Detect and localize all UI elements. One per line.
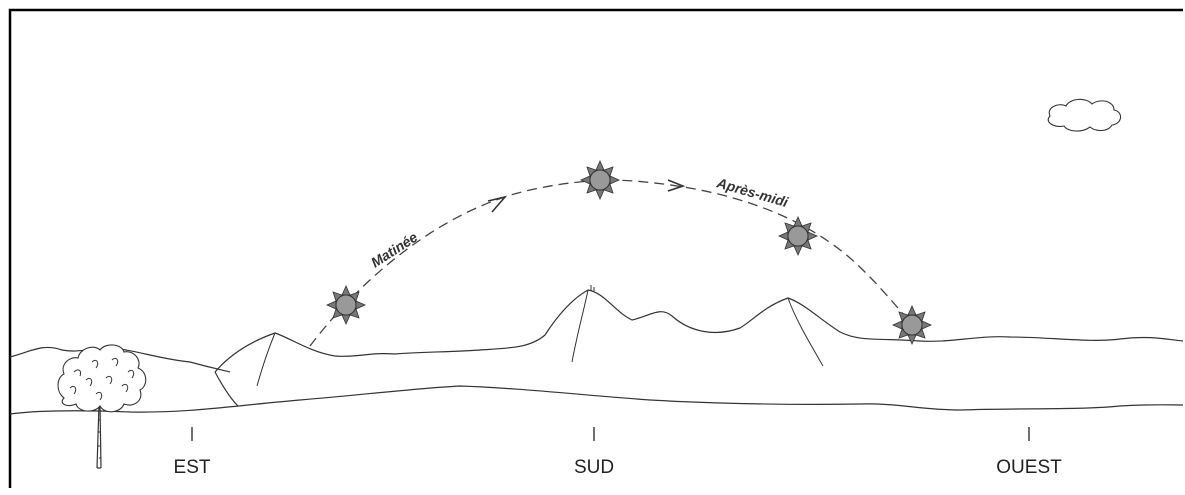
east-label: EST xyxy=(174,457,211,478)
foreground-ground xyxy=(9,385,1184,415)
peak-center-ridge xyxy=(571,289,589,363)
sun-icon xyxy=(580,160,620,200)
arrow-icon xyxy=(487,195,508,213)
mountain-left-base xyxy=(214,371,239,407)
arrow-icon xyxy=(667,179,686,192)
sun-icon xyxy=(778,216,818,256)
morning-label: Matinée xyxy=(368,229,421,271)
west-label: OUEST xyxy=(996,457,1062,478)
cloud-icon xyxy=(1047,98,1122,132)
sun-arc xyxy=(309,179,913,347)
tree-icon xyxy=(57,344,147,469)
mountain-left xyxy=(214,289,1184,373)
mountain-left-ridge xyxy=(256,332,276,387)
sun-icon xyxy=(892,305,932,345)
afternoon-label: Après-midi xyxy=(714,174,791,210)
south-label: SUD xyxy=(574,457,614,478)
frame-border xyxy=(8,8,1183,488)
peak-right-ridge xyxy=(787,297,824,367)
sun-icon xyxy=(326,285,366,325)
summit-mark xyxy=(590,285,595,291)
